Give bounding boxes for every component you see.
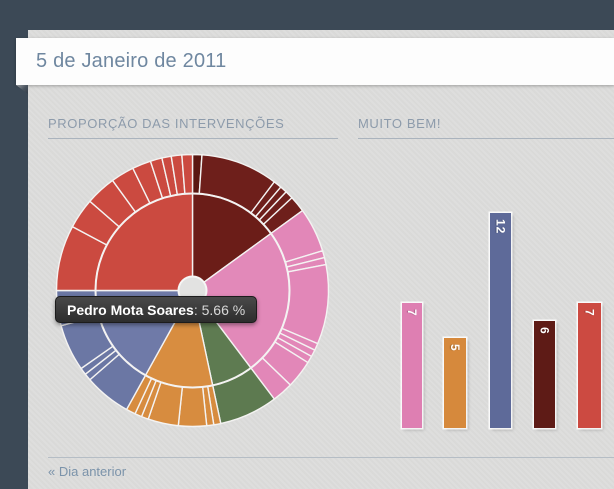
bar-value-label: 12: [493, 219, 508, 235]
bar-2[interactable]: 12: [490, 213, 511, 428]
page-title: 5 de Janeiro de 2011: [36, 50, 227, 72]
bar-0[interactable]: 7: [402, 303, 422, 428]
date-ribbon: 5 de Janeiro de 2011: [16, 38, 614, 85]
bar-value-label: 5: [448, 344, 462, 352]
section-title-interventions: PROPORÇÃO DAS INTERVENÇÕES: [48, 116, 338, 139]
footer-divider: [48, 457, 614, 458]
bar-1[interactable]: 5: [444, 338, 466, 428]
sunburst-ring-separator: [94, 192, 291, 389]
bar-3[interactable]: 6: [534, 321, 555, 428]
chart-tooltip: Pedro Mota Soares : 5.66 %: [55, 296, 258, 323]
tooltip-percentage-value: : 5.66 %: [193, 301, 246, 318]
bar-value-label: 7: [582, 309, 597, 317]
ribbon-fold-corner: [16, 85, 28, 94]
section-title-muito-bem: MUITO BEM!: [358, 116, 614, 139]
bar-value-label: 7: [405, 309, 419, 317]
tooltip-speaker-name: Pedro Mota Soares: [67, 301, 194, 318]
bar-value-label: 6: [537, 327, 552, 335]
bar-4[interactable]: 7: [578, 303, 601, 428]
previous-day-link[interactable]: « Dia anterior: [48, 464, 127, 479]
